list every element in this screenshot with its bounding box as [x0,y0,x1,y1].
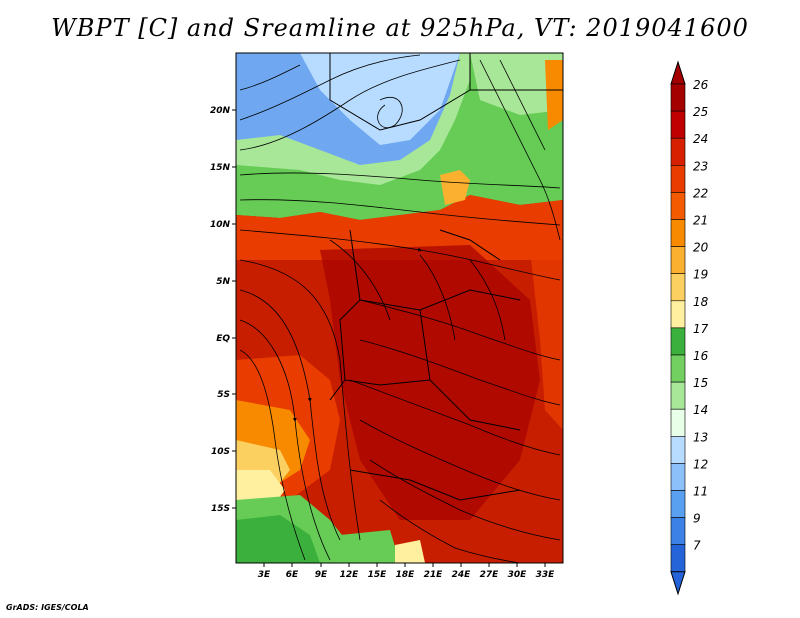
colorbar-segment [670,354,686,383]
colorbar-segment [670,435,686,464]
colorbar-segment [670,463,686,491]
colorbar-label: 13 [693,430,708,444]
colorbar-segment [670,300,686,329]
colorbar-label: 15 [693,376,708,390]
colorbar-segment [670,219,686,247]
colorbar-label: 7 [693,539,701,553]
map-title: WBPT [C] and Sreamline at 925hPa, VT: 20… [51,14,749,42]
lat-label: 10N [210,220,231,230]
lon-label: 21E [424,570,444,580]
lon-label: 15E [368,570,388,580]
lon-label: 24E [452,570,472,580]
colorbar-segment [670,165,686,193]
grads-credit: GrADS: IGES/COLA [6,603,89,612]
colorbar-label: 16 [693,349,709,363]
colorbar-label: 17 [693,322,709,336]
colorbar-label: 24 [693,132,708,146]
streamlines [239,54,561,563]
lon-label: 18E [396,570,416,580]
colorbar-label: 12 [693,457,708,471]
colorbar-label: 22 [693,186,708,200]
colorbar-label: 18 [693,295,709,309]
colorbar-segment [670,490,686,518]
colorbar-segment [670,327,686,356]
colorbar-top-arrow [670,60,686,85]
colorbar-segment [670,246,686,275]
map-frame [235,52,564,564]
lon-label: 33E [536,570,556,580]
lat-axis: 20N 15N 10N 5N EQ 5S 10S 15S [210,106,236,514]
lon-label: 9E [315,570,328,580]
lon-label: 12E [340,570,360,580]
colorbar-segment [670,544,686,573]
colorbar-segment [670,273,686,302]
colorbar-label: 26 [693,78,709,92]
lat-label: 15S [211,504,230,514]
colorbar-segment [670,381,686,410]
colorbar-segment [670,137,686,166]
colorbar-segment [670,408,686,437]
lat-label: EQ [216,334,230,344]
lat-label: 10S [211,447,230,457]
colorbar-segment [670,110,686,139]
colorbar-label: 14 [693,403,708,417]
lat-label: 5N [216,277,230,287]
lon-label: 30E [508,570,528,580]
lat-label: 20N [210,106,231,116]
colorbar-segment [670,192,686,220]
colorbar-label: 19 [693,268,708,282]
colorbar-label: 21 [693,214,708,228]
colorbar-label: 20 [693,241,709,255]
colorbar: 26 25 24 23 22 21 20 19 18 17 16 15 14 13 12 11 9 7 [670,60,709,596]
lon-label: 6E [286,570,299,580]
wbpt-field [236,53,563,563]
colorbar-label: 25 [693,105,708,119]
lon-label: 27E [480,570,500,580]
colorbar-segment [670,517,686,545]
colorbar-label: 11 [693,485,708,499]
lat-label: 5S [217,390,230,400]
lat-label: 15N [210,163,231,173]
lon-axis: 3E 6E 9E 12E 15E 18E 21E 24E 27E 30E 33E [258,563,555,580]
lon-label: 3E [258,570,271,580]
colorbar-label: 23 [693,159,708,173]
colorbar-segment [670,83,686,112]
colorbar-bottom-arrow [670,571,686,596]
colorbar-label: 9 [693,512,701,526]
country-borders [329,53,563,501]
